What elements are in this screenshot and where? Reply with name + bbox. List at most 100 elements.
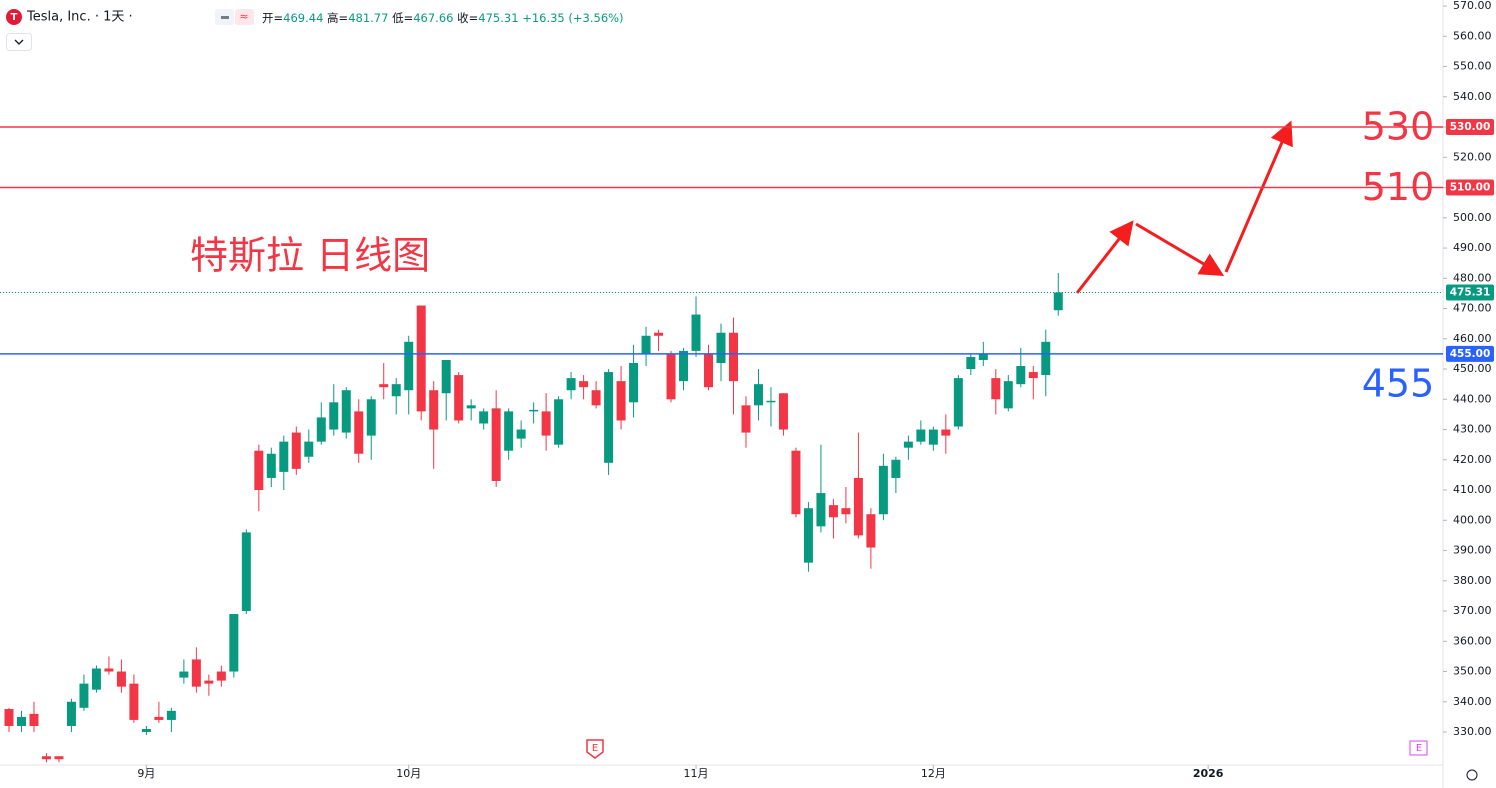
candle-body (841, 508, 851, 515)
info-label: 高= (327, 11, 348, 25)
candle-body (891, 459, 901, 478)
candle-body (978, 353, 988, 360)
candle-body (416, 305, 426, 412)
price-tag-label: 530.00 (1450, 121, 1491, 133)
candle-body (191, 659, 201, 687)
candle-body (641, 335, 651, 354)
logo (6, 9, 22, 25)
price-tag-label: 510.00 (1450, 182, 1491, 194)
info-label: 低= (392, 11, 413, 25)
y-tick-label: 460.00 (1453, 332, 1492, 345)
y-tick-label: 560.00 (1453, 29, 1492, 42)
chevron (14, 39, 24, 45)
info-part: 475.31 (478, 11, 518, 25)
earnings-marker[interactable] (1409, 740, 1428, 756)
level-label: 530 (1362, 105, 1435, 149)
price-tag-label: 455.00 (1450, 348, 1491, 360)
candle-body (29, 713, 39, 726)
candle-body (54, 756, 64, 760)
compare-button[interactable] (235, 9, 254, 25)
info-label: 开= (262, 11, 283, 25)
candle-body (741, 405, 751, 433)
compare-icon: ≈ (239, 10, 248, 23)
candle-body (266, 453, 276, 478)
earnings-icon: E (592, 743, 598, 754)
candle-body (803, 508, 813, 563)
y-tick-label: 330.00 (1453, 725, 1492, 738)
candle-body (1041, 341, 1051, 376)
candle-body (529, 409, 539, 412)
collapse-button[interactable] (6, 33, 32, 51)
toggle-icon (221, 16, 229, 19)
y-tick-label: 520.00 (1453, 150, 1492, 163)
candle-body (366, 399, 376, 436)
candle-body (666, 353, 676, 400)
info-part: 469.44 (283, 11, 323, 25)
candle-body (704, 353, 714, 388)
candle-body (853, 477, 863, 536)
x-tick-label: 10月 (396, 767, 421, 780)
y-tick-label: 550.00 (1453, 60, 1492, 73)
candle-body (291, 432, 301, 469)
earnings-marker[interactable] (586, 739, 604, 759)
x-tick-label: 9月 (137, 767, 155, 780)
candle-body (141, 729, 151, 733)
candle-body (491, 408, 501, 481)
candle-body (991, 378, 1001, 400)
y-tick-label: 350.00 (1453, 665, 1492, 678)
plot (4, 272, 1063, 763)
candle-body (878, 465, 888, 515)
candle-body (104, 668, 114, 672)
candle-body (516, 429, 526, 439)
candle-body (41, 756, 51, 760)
x-tick-label: 11月 (684, 767, 709, 780)
candle-body (479, 411, 489, 424)
y-tick-label: 340.00 (1453, 695, 1492, 708)
ohlc-info: 开=469.44 高=481.77 低=467.66 收=475.31 +16.… (262, 11, 624, 25)
candle-body (254, 450, 264, 491)
candle-body (504, 411, 514, 451)
candle-body (554, 399, 564, 445)
candle-body (354, 411, 364, 454)
x-tick-label: 2026 (1193, 767, 1224, 780)
candle-body (616, 381, 626, 421)
candle-body (778, 393, 788, 430)
candle-body (828, 505, 838, 518)
arrow (1224, 120, 1293, 273)
y-tick-label: 480.00 (1453, 271, 1492, 284)
candle-body (629, 362, 639, 403)
y-tick-label: 490.00 (1453, 241, 1492, 254)
candle-body (304, 441, 314, 457)
candle-body (16, 716, 26, 726)
candle-body (791, 450, 801, 515)
info-part: 481.77 (348, 11, 388, 25)
candle-body (216, 671, 226, 681)
candle-body (329, 402, 339, 430)
candle-body (179, 671, 189, 678)
price-tag (1446, 119, 1494, 136)
y-tick-label: 450.00 (1453, 362, 1492, 375)
info-part: 467.66 (413, 11, 453, 25)
y-tick-label: 390.00 (1453, 544, 1492, 557)
candle-body (928, 429, 938, 445)
candle-body (341, 390, 351, 433)
info-label: 收= (457, 11, 478, 25)
candle-body (766, 400, 776, 403)
y-tick-label: 570.00 (1453, 0, 1492, 12)
logo-letter: T (11, 12, 18, 23)
candle-body (916, 429, 926, 442)
candle-body (316, 417, 326, 442)
info-part: (+3.56%) (568, 11, 623, 25)
settings-button[interactable] (1466, 769, 1478, 781)
candle-body (229, 614, 239, 672)
candle-body (1053, 292, 1063, 311)
forecast-arrows (1075, 120, 1293, 294)
candle-body (66, 701, 76, 726)
y-tick-label: 540.00 (1453, 90, 1492, 103)
arrow (1135, 222, 1225, 277)
candle-body (279, 441, 289, 472)
y-tick-label: 410.00 (1453, 483, 1492, 496)
y-tick-label: 360.00 (1453, 634, 1492, 647)
candle-body (903, 441, 913, 448)
